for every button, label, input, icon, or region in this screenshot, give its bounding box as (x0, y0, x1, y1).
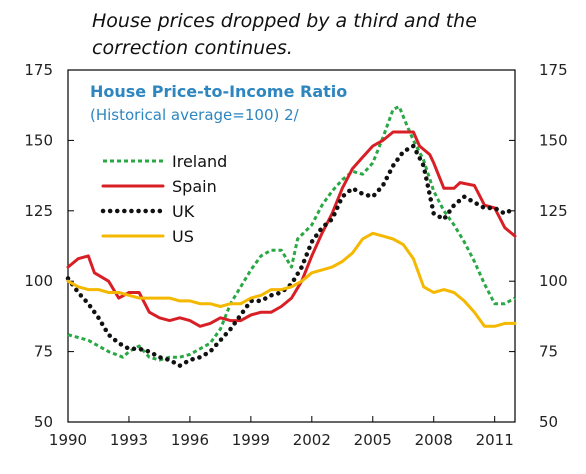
y-tick-label-left: 75 (34, 343, 53, 361)
plot-frame (67, 69, 516, 423)
series-line-ireland (67, 105, 516, 362)
legend-label-spain: Spain (172, 177, 217, 196)
x-tick-label: 1990 (49, 431, 87, 449)
caption-line-1: House prices dropped by a third and the (92, 10, 477, 32)
series-line-us (66, 231, 517, 328)
y-tick-label-left: 125 (24, 202, 53, 220)
y-tick-label-right: 50 (539, 413, 558, 431)
y-tick-label-right: 150 (539, 131, 568, 149)
legend-label-ireland: Ireland (172, 152, 227, 171)
chart-caption: House prices dropped by a third and the … (92, 8, 512, 62)
y-axis-right: 50 75 100 125 150 175 (509, 61, 568, 431)
x-tick-label: 1996 (171, 431, 209, 449)
chart-subtitle: (Historical average=100) 2/ (90, 106, 300, 124)
legend-label-us: US (172, 227, 194, 246)
x-tick-label: 1993 (110, 431, 148, 449)
x-tick-label: 2002 (293, 431, 331, 449)
legend-label-uk: UK (172, 202, 195, 221)
x-tick-label: 1999 (232, 431, 270, 449)
caption-line-2: correction continues. (92, 37, 293, 59)
y-tick-label-right: 75 (539, 343, 558, 361)
x-tick-label: 2005 (354, 431, 392, 449)
x-tick-label: 2011 (476, 431, 514, 449)
legend: Ireland Spain UK US (100, 152, 227, 246)
x-axis: 1990 1993 1996 1999 2002 2005 2008 2011 (49, 416, 514, 449)
x-tick-label: 2008 (415, 431, 453, 449)
series-group (65, 105, 518, 368)
y-tick-label-right: 175 (539, 61, 568, 79)
chart-title: House Price-to-Income Ratio (90, 82, 347, 101)
y-tick-label-left: 150 (24, 131, 53, 149)
series-line-spain (66, 130, 517, 328)
y-tick-label-left: 100 (24, 272, 53, 290)
series-line-uk (65, 143, 518, 368)
y-tick-label-left: 175 (24, 61, 53, 79)
y-axis-left: 50 75 100 125 150 175 (24, 61, 74, 431)
y-tick-label-left: 50 (34, 413, 53, 431)
y-tick-label-right: 125 (539, 202, 568, 220)
y-tick-label-right: 100 (539, 272, 568, 290)
